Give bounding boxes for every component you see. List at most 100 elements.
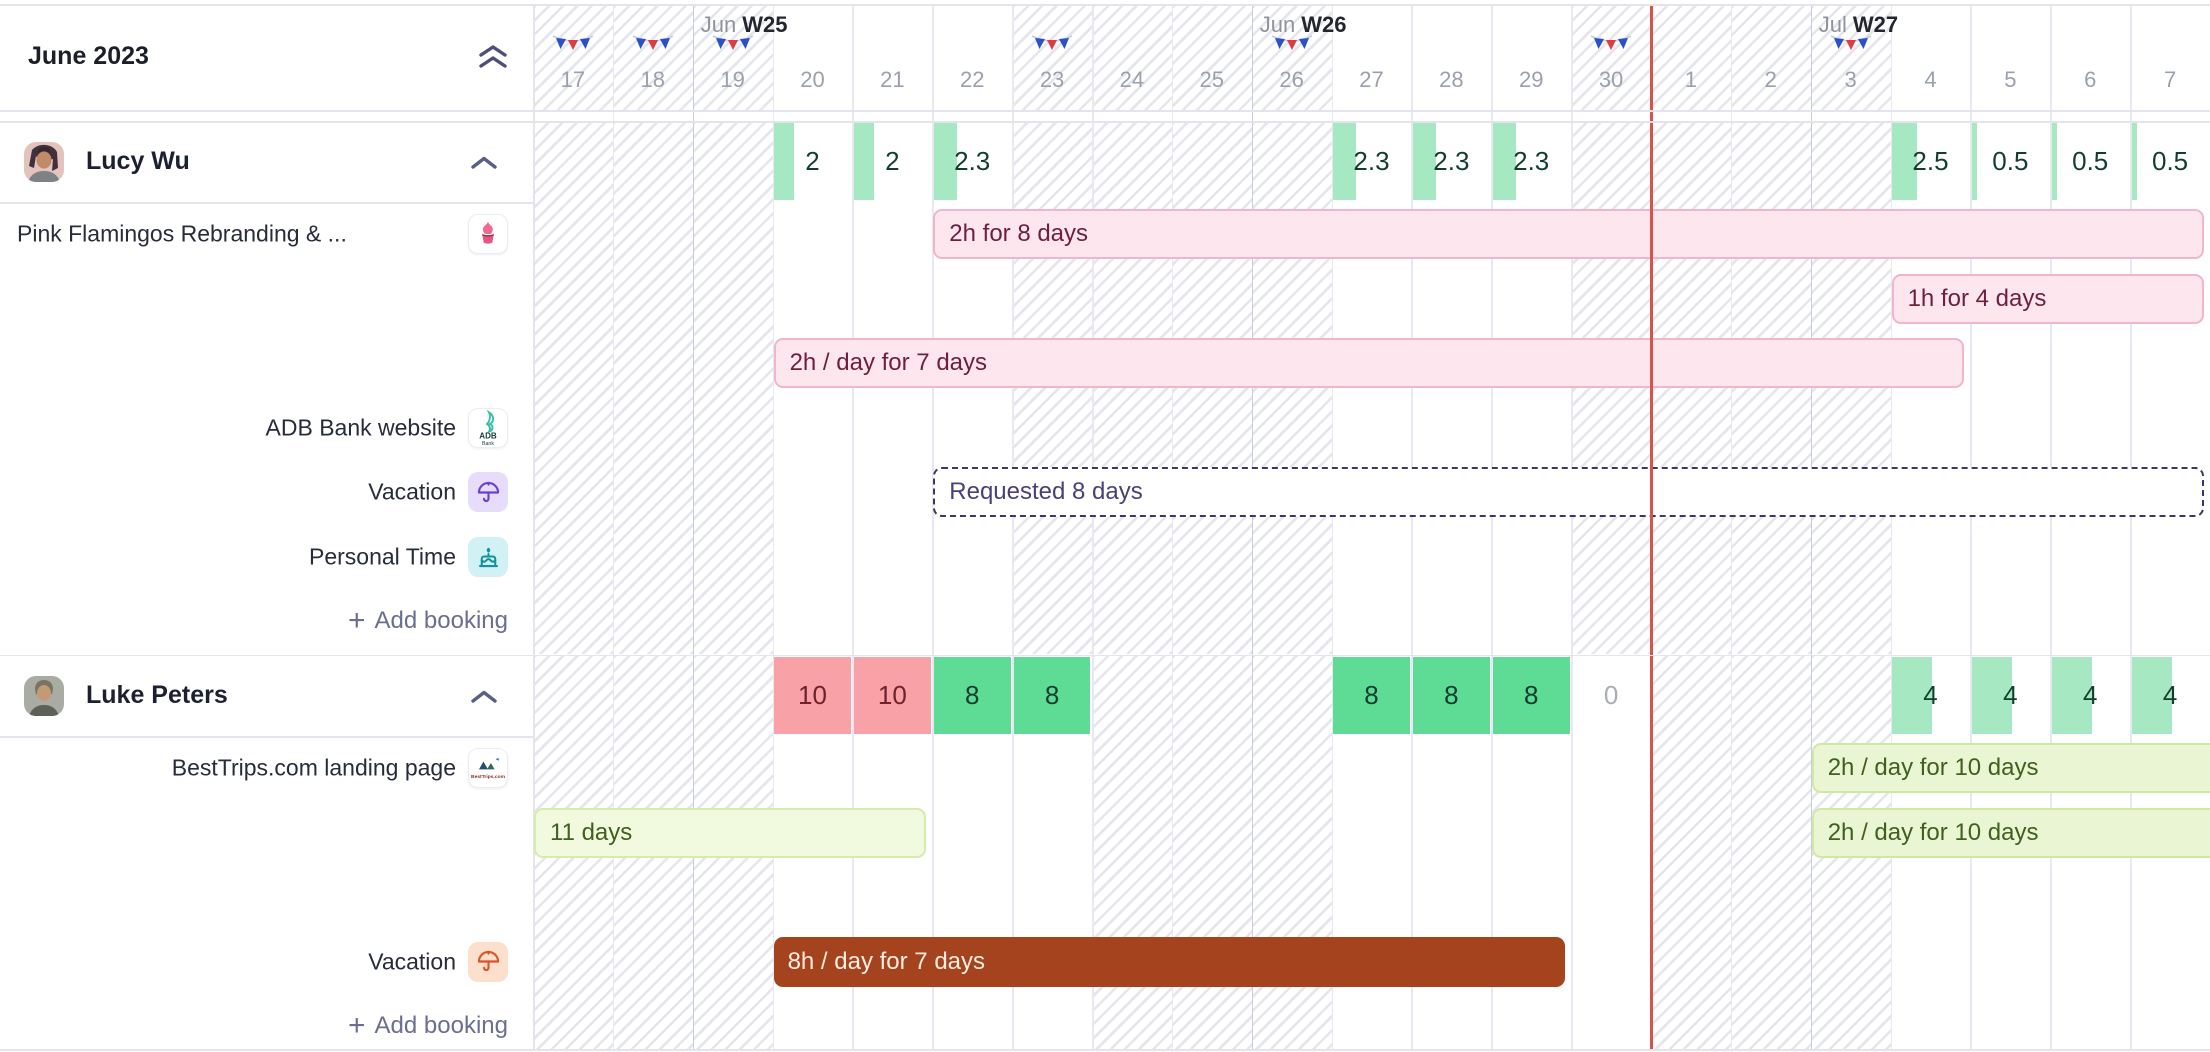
day-header[interactable]: 24 <box>1119 67 1145 92</box>
besttrips-icon: BestTrips.com <box>468 748 508 789</box>
sidebar-row[interactable]: ADB Bank website ADB Bank <box>0 396 508 460</box>
day-header[interactable]: 28 <box>1439 67 1464 92</box>
capacity-cell[interactable]: 4 <box>2131 657 2209 734</box>
capacity-cell[interactable]: 0.5 <box>1971 123 2049 200</box>
collapse-person-button[interactable] <box>468 688 500 710</box>
capacity-cell[interactable]: 4 <box>1971 657 2049 734</box>
day-header[interactable]: 30 <box>1598 67 1624 92</box>
nonworking-day-header <box>1251 6 1332 110</box>
week-label: Jun W25 <box>701 12 788 38</box>
person-name: Lucy Wu <box>86 147 190 175</box>
booking-label: 2h / day for 10 days <box>1827 818 2039 846</box>
day-header[interactable]: 26 <box>1279 67 1304 92</box>
adb-bank-icon: ADB Bank <box>468 407 508 448</box>
day-gridline <box>1331 6 1334 1049</box>
day-gridline <box>772 6 775 1049</box>
sidebar-row[interactable]: Pink Flamingos Rebranding & ... <box>0 202 508 266</box>
capacity-fill-bar <box>1492 123 1516 200</box>
capacity-fill-bar <box>1971 123 1977 200</box>
capacity-cell[interactable]: 8 <box>1412 657 1490 734</box>
svg-text:ADB: ADB <box>479 431 497 440</box>
capacity-cell[interactable]: 2.3 <box>1412 123 1490 200</box>
capacity-cell[interactable]: 10 <box>774 657 851 734</box>
booking-bar[interactable]: 2h / day for 10 days <box>1811 807 2210 858</box>
capacity-cell[interactable]: 2.3 <box>933 123 1011 200</box>
chevrons-up-icon <box>476 45 510 76</box>
capacity-cell[interactable]: 2.3 <box>1492 123 1570 200</box>
chevron-up-icon <box>468 690 500 709</box>
sidebar-row-label: ADB Bank website <box>265 414 456 441</box>
nonworking-day-shading <box>1171 656 1252 1049</box>
day-header[interactable]: 5 <box>2004 67 2017 92</box>
day-header[interactable]: 2 <box>1764 67 1777 92</box>
day-header[interactable]: 22 <box>959 67 985 92</box>
holiday-flags-icon <box>1828 33 1874 59</box>
nonworking-day-shading <box>1810 122 1891 654</box>
capacity-cell[interactable]: 4 <box>2051 657 2129 734</box>
capacity-cell[interactable]: 8 <box>933 657 1011 734</box>
capacity-cell[interactable]: 4 <box>1892 657 1969 734</box>
day-header[interactable]: 20 <box>800 67 825 92</box>
day-header[interactable]: 7 <box>2163 67 2177 92</box>
collapse-all-button[interactable] <box>476 42 510 77</box>
capacity-fill-bar <box>2131 657 2172 734</box>
booking-bar[interactable]: 11 days <box>534 807 927 858</box>
capacity-cell[interactable]: 0 <box>1572 657 1650 734</box>
sidebar-row[interactable]: Vacation <box>0 460 508 524</box>
chevron-up-icon <box>468 156 500 175</box>
day-header[interactable]: 18 <box>640 67 665 92</box>
day-gridline <box>2050 6 2052 1049</box>
capacity-cell[interactable]: 0.5 <box>2131 123 2209 200</box>
add-booking-button[interactable]: + Add booking <box>0 1008 508 1044</box>
booking-bar[interactable]: 8h / day for 7 days <box>773 936 1566 987</box>
sidebar-row[interactable]: BestTrips.com landing page BestTrips.com <box>0 736 508 800</box>
capacity-value: 0.5 <box>1992 146 2029 176</box>
add-booking-button[interactable]: + Add booking <box>0 603 508 639</box>
holiday-flags-icon <box>710 33 756 59</box>
nonworking-day-header <box>1730 6 1811 110</box>
capacity-cell[interactable]: 2.3 <box>1333 123 1410 200</box>
sidebar-row-label: Vacation <box>368 478 456 505</box>
day-header[interactable]: 27 <box>1359 67 1384 92</box>
week-month-label: Jul <box>1818 12 1847 37</box>
capacity-fill-bar <box>1412 123 1436 200</box>
capacity-cell[interactable]: 2 <box>853 123 931 200</box>
capacity-cell[interactable]: 0.5 <box>2051 123 2129 200</box>
booking-label: 8h / day for 7 days <box>787 947 986 975</box>
booking-bar[interactable]: 2h / day for 10 days <box>1811 743 2210 793</box>
booking-bar[interactable]: 1h for 4 days <box>1891 273 2204 324</box>
day-header[interactable]: 1 <box>1684 67 1698 92</box>
day-header[interactable]: 21 <box>880 67 905 92</box>
day-header[interactable]: 25 <box>1199 67 1224 92</box>
day-header[interactable]: 17 <box>560 67 586 92</box>
day-gridline <box>1092 6 1094 1049</box>
capacity-fill-bar <box>1333 123 1357 200</box>
week-month-label: Jun <box>700 12 737 37</box>
capacity-cell[interactable]: 2.5 <box>1892 123 1969 200</box>
day-gridline <box>2130 6 2132 1049</box>
capacity-cell[interactable]: 2 <box>774 123 851 200</box>
nonworking-day-shading <box>1092 656 1172 1049</box>
day-header[interactable]: 23 <box>1039 67 1065 92</box>
collapse-person-button[interactable] <box>468 154 500 176</box>
capacity-cell[interactable]: 10 <box>853 657 931 734</box>
day-header[interactable]: 19 <box>720 67 745 92</box>
day-header[interactable]: 29 <box>1518 67 1544 92</box>
sidebar-row-label: Vacation <box>368 948 456 975</box>
capacity-cell[interactable]: 8 <box>1013 657 1091 734</box>
booking-bar[interactable]: 2h for 8 days <box>933 209 2204 259</box>
booking-bar[interactable]: 2h / day for 7 days <box>773 338 1965 388</box>
day-header[interactable]: 4 <box>1924 67 1937 92</box>
nonworking-day-shading <box>1730 656 1811 1049</box>
day-gridline <box>852 6 854 1049</box>
day-header[interactable]: 3 <box>1844 67 1857 92</box>
capacity-cell[interactable]: 8 <box>1492 657 1570 734</box>
sidebar-row[interactable]: Vacation <box>0 930 508 994</box>
day-gridline <box>1970 6 1972 1049</box>
timeoff-request-bar[interactable]: Requested 8 days <box>933 467 2204 517</box>
holiday-flags-icon <box>1588 33 1634 59</box>
capacity-cell[interactable]: 8 <box>1333 657 1410 734</box>
sidebar-row[interactable]: Personal Time <box>0 525 508 589</box>
add-booking-label: Add booking <box>374 607 508 635</box>
day-header[interactable]: 6 <box>2084 67 2097 92</box>
